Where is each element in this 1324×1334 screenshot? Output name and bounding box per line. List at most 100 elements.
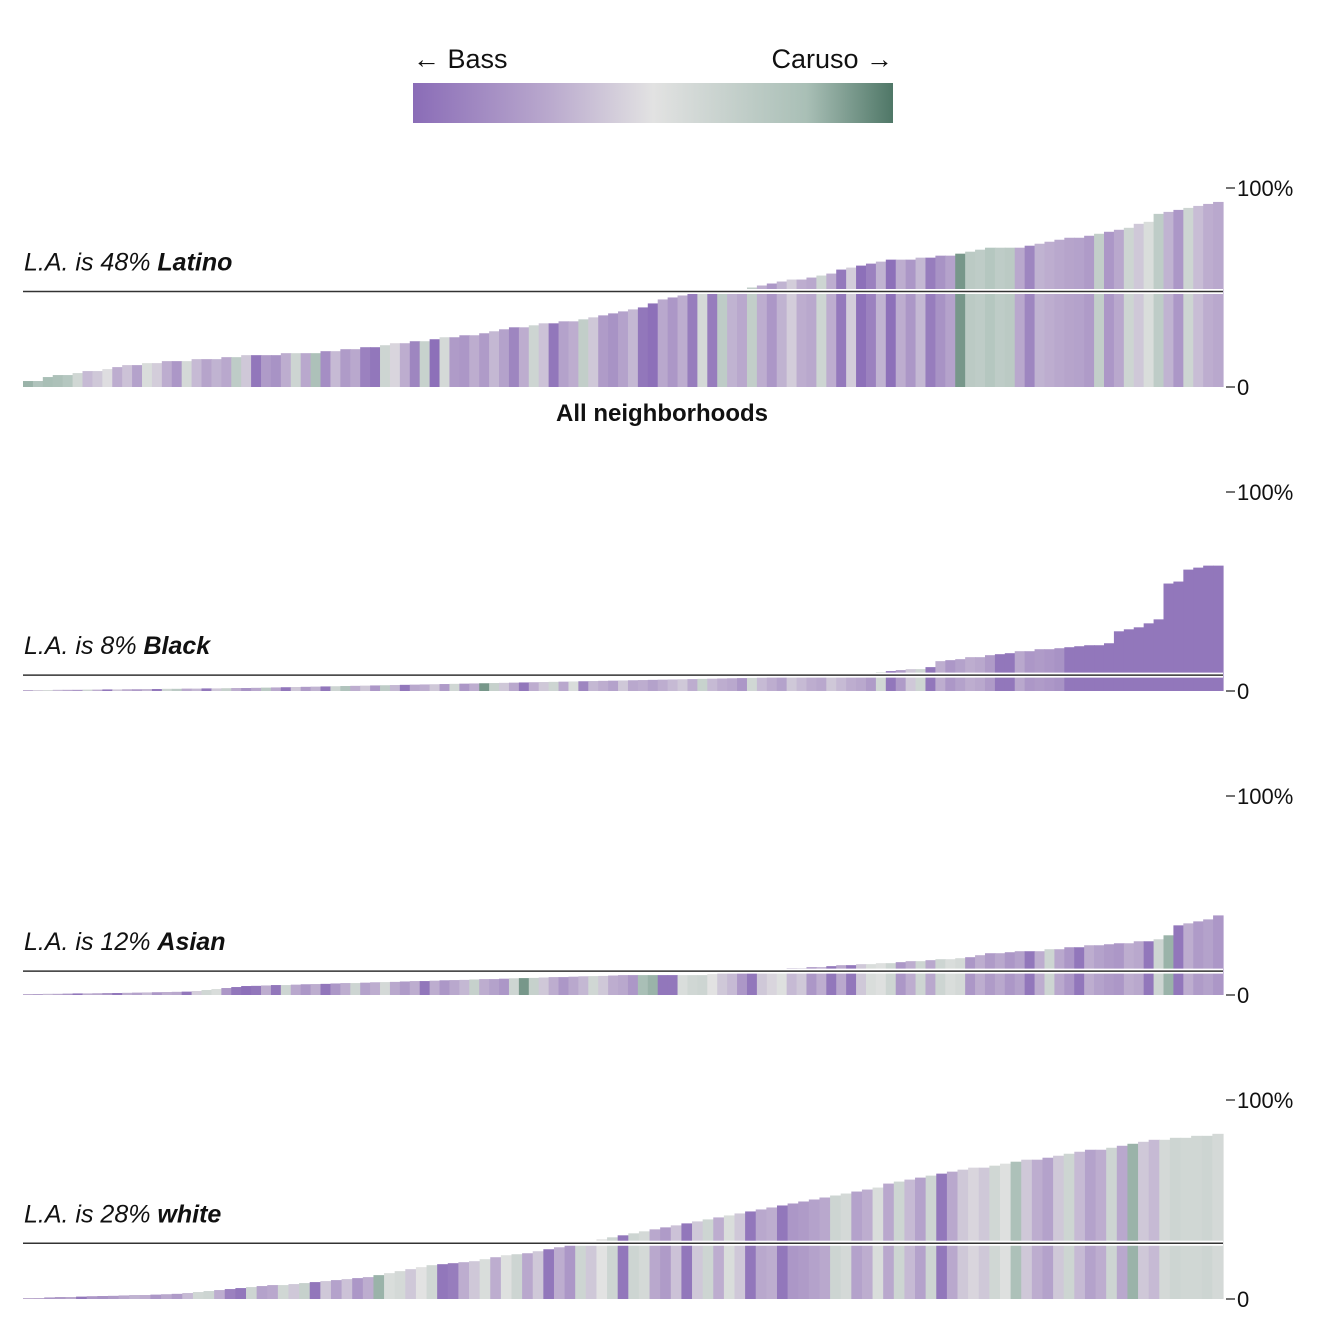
- bar: [132, 365, 143, 387]
- bar: [112, 367, 123, 387]
- bar: [1203, 565, 1214, 691]
- bar: [489, 331, 500, 387]
- bar: [915, 961, 927, 995]
- bar: [935, 959, 946, 995]
- bar: [508, 327, 520, 387]
- bar: [508, 682, 520, 691]
- chart-panel-latino: L.A. is 48% Latino 0 100%: [23, 176, 1293, 400]
- bar: [717, 678, 728, 691]
- bar: [637, 307, 649, 387]
- bar: [1024, 245, 1036, 387]
- bar: [846, 965, 857, 995]
- bar: [1163, 583, 1175, 691]
- bar: [723, 1215, 736, 1299]
- bar: [1203, 919, 1214, 995]
- bar: [528, 682, 540, 691]
- bar: [548, 323, 560, 387]
- bar: [1153, 939, 1165, 995]
- bar: [713, 1217, 725, 1299]
- bar: [856, 265, 867, 387]
- bar: [608, 313, 619, 387]
- bar: [618, 311, 629, 387]
- bar: [657, 679, 669, 691]
- bar: [737, 972, 748, 995]
- bar: [479, 979, 490, 995]
- y-tick-label: 100%: [1237, 480, 1293, 505]
- bar: [681, 1223, 693, 1299]
- bar: [112, 993, 123, 995]
- bar: [320, 983, 332, 995]
- bar: [588, 317, 599, 387]
- bar: [746, 287, 758, 387]
- bar: [419, 341, 431, 387]
- bar: [836, 269, 847, 387]
- bar: [904, 1179, 916, 1299]
- bar: [1042, 1157, 1054, 1299]
- bar: [350, 685, 361, 691]
- bar: [370, 685, 381, 691]
- bar: [727, 291, 738, 387]
- bar: [122, 689, 133, 691]
- bar: [608, 975, 619, 995]
- bar: [776, 1205, 789, 1299]
- bar: [479, 683, 490, 691]
- bar: [192, 1292, 205, 1299]
- bar: [885, 259, 897, 387]
- chart-panel-black: L.A. is 8% Black 0 100%: [23, 480, 1293, 704]
- bar: [925, 667, 936, 691]
- bar: [415, 1267, 428, 1299]
- bar: [102, 369, 113, 387]
- bar: [1094, 645, 1105, 691]
- bar: [865, 673, 877, 691]
- bar: [288, 1284, 300, 1299]
- bar: [796, 968, 808, 995]
- bar: [808, 1199, 821, 1299]
- group-label: L.A. is 28% white: [24, 1200, 221, 1228]
- color-legend: ← Bass Caruso →: [413, 42, 893, 124]
- bar: [945, 959, 956, 995]
- bar: [1148, 1139, 1160, 1299]
- bar: [607, 1237, 619, 1299]
- bar: [608, 680, 619, 691]
- bar: [500, 1255, 513, 1299]
- bar: [737, 289, 748, 387]
- bar: [1010, 1161, 1022, 1299]
- bar: [568, 321, 579, 387]
- bar: [975, 249, 986, 387]
- bar: [32, 381, 44, 387]
- bar: [380, 685, 391, 691]
- bar: [1063, 1153, 1075, 1299]
- bar: [522, 1253, 534, 1299]
- bar: [840, 1193, 852, 1299]
- bar: [33, 1298, 45, 1299]
- bar: [320, 686, 332, 691]
- bar: [300, 353, 312, 387]
- bar: [1183, 569, 1194, 691]
- bar: [628, 1233, 640, 1299]
- bar: [142, 992, 153, 995]
- bar: [191, 991, 203, 995]
- bar: [267, 1285, 279, 1299]
- bar: [1084, 1149, 1097, 1299]
- bar: [518, 978, 530, 995]
- bar: [657, 975, 669, 995]
- bar: [23, 1298, 35, 1299]
- bar: [618, 680, 629, 691]
- bar: [380, 345, 391, 387]
- bar: [568, 681, 579, 691]
- bar: [915, 1177, 927, 1299]
- bar: [290, 984, 302, 995]
- bar: [171, 688, 183, 691]
- bar: [52, 375, 64, 387]
- bar: [935, 255, 946, 387]
- bar: [1054, 239, 1065, 387]
- bar: [118, 1295, 130, 1299]
- chart-panel-asian: L.A. is 12% Asian 0 100%: [23, 784, 1293, 1008]
- bar: [638, 1231, 651, 1299]
- bar: [221, 988, 232, 995]
- bar: [1123, 629, 1135, 691]
- bar: [558, 321, 570, 387]
- bar: [181, 688, 193, 691]
- bar: [826, 273, 837, 387]
- bar: [181, 361, 193, 387]
